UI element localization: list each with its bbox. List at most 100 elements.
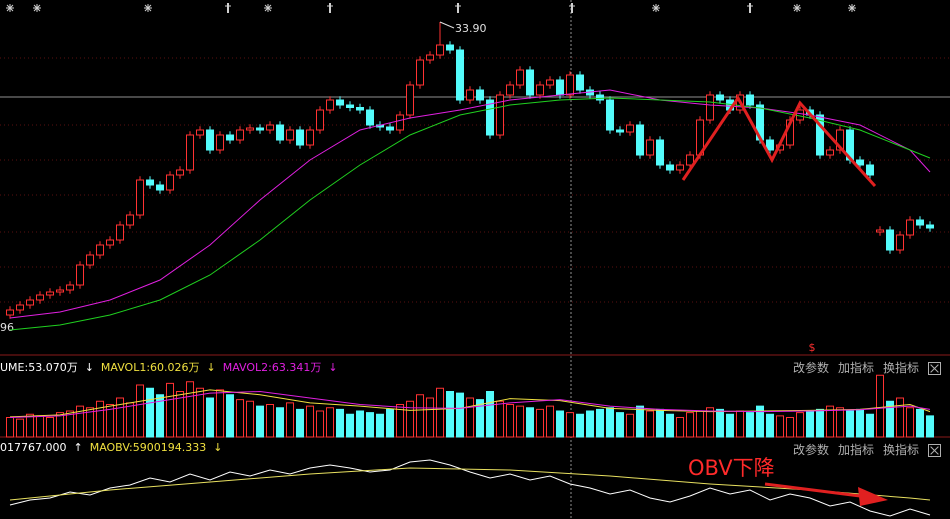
volume-bar (556, 410, 564, 438)
volume-bar (496, 400, 504, 438)
candle-body (826, 149, 834, 156)
indicator-line (9, 97, 931, 331)
volume-bar (896, 397, 904, 438)
indicator-line (9, 467, 931, 501)
candle-body (106, 239, 114, 246)
toolbar-button[interactable]: 改参数 (792, 443, 829, 457)
annotation: OBV下降 (688, 456, 775, 480)
toolbar-button[interactable]: 加指标 (837, 443, 874, 457)
header-item: MAVOL2:63.341万 (222, 361, 322, 374)
volume-bar (566, 412, 574, 438)
header-item: MAVOL1:60.026万 (100, 361, 200, 374)
candle-body (16, 304, 24, 311)
candle-body (126, 214, 134, 226)
candle-body (206, 129, 214, 151)
candle-body (706, 94, 714, 121)
candle-body (326, 99, 334, 111)
candle-body (316, 109, 324, 131)
candle-body (136, 179, 144, 216)
volume-bar (716, 408, 724, 438)
volume-bar (456, 392, 464, 438)
volume-bar (296, 408, 304, 438)
volume-bar (826, 405, 834, 438)
candle-body (596, 94, 604, 101)
high-label: 33.90 (455, 22, 487, 35)
candle-body (456, 49, 464, 101)
candle-body (496, 94, 504, 136)
volume-bar (686, 412, 694, 438)
candle-body (286, 129, 294, 141)
candle-body (716, 94, 724, 101)
toolbar-button[interactable]: 换指标 (882, 361, 919, 375)
volume-bar (286, 402, 294, 438)
volume-bar (926, 415, 934, 438)
volume-bar (676, 417, 684, 438)
candle-body (186, 134, 194, 171)
candle-body (36, 294, 44, 301)
candle-body (86, 254, 94, 266)
candle-body (216, 134, 224, 151)
volume-bar (26, 413, 34, 438)
candle-body (196, 129, 204, 136)
volume-bar (486, 391, 494, 438)
volume-bar (316, 410, 324, 438)
volume-bar (326, 407, 334, 438)
candle-body (416, 59, 424, 86)
candle-body (636, 124, 644, 156)
volume-bar (746, 412, 754, 438)
volume-bar (916, 408, 924, 438)
candle-body (406, 84, 414, 116)
candle-body (366, 109, 374, 126)
volume-bar (876, 374, 884, 438)
volume-bar (836, 407, 844, 438)
candle-body (476, 89, 484, 101)
header-item: ↑ (73, 441, 83, 454)
low-label: 96 (0, 321, 14, 334)
candle-body (866, 164, 874, 176)
candle-body (446, 44, 454, 51)
candle-body (506, 84, 514, 96)
toolbar-button[interactable]: 换指标 (882, 443, 919, 457)
candle-body (116, 224, 124, 241)
close-button[interactable] (928, 362, 941, 375)
candle-body (856, 159, 864, 166)
candle-body (6, 309, 14, 316)
arrow-shaft (764, 482, 869, 499)
label-leader (439, 21, 455, 29)
header-item: UME:53.070万 (0, 361, 78, 374)
close-button[interactable] (928, 444, 941, 457)
indicator-line (9, 89, 931, 319)
candle-body (876, 229, 884, 233)
candle-body (426, 54, 434, 61)
toolbar-button[interactable]: 加指标 (837, 361, 874, 375)
volume-bar (166, 382, 174, 438)
top-icon (144, 4, 152, 12)
volume-bar (736, 410, 744, 438)
top-icon (264, 4, 272, 12)
volume-bar (96, 400, 104, 438)
volume-bar (46, 417, 54, 438)
candle-body (546, 79, 554, 86)
volume-bar (886, 400, 894, 438)
candle-body (766, 139, 774, 151)
volume-bar (546, 405, 554, 438)
volume-bar (626, 413, 634, 438)
volume-bar (666, 413, 674, 438)
header-item: MAOBV:5900194.333 (89, 441, 207, 454)
volume-bar (306, 405, 314, 438)
volume-bar (226, 394, 234, 438)
volume-bar (136, 384, 144, 438)
volume-bar (86, 407, 94, 438)
candle-body (166, 174, 174, 191)
candle-body (306, 129, 314, 146)
volume-bar (406, 400, 414, 438)
volume-bar (776, 415, 784, 438)
candle-body (816, 114, 824, 156)
toolbar-button[interactable]: 改参数 (792, 361, 829, 375)
volume-bar (426, 397, 434, 438)
volume-bar (336, 408, 344, 438)
top-icon (6, 4, 14, 12)
volume-bar (416, 394, 424, 438)
candle-body (76, 264, 84, 286)
